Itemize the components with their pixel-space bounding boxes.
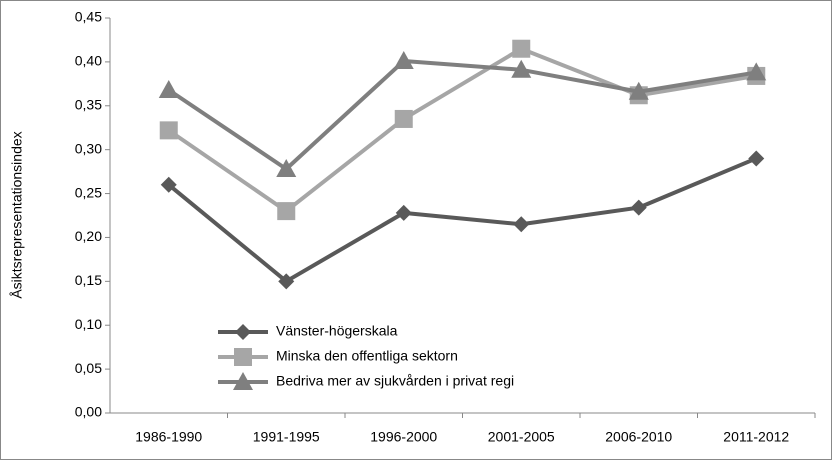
series-line <box>167 59 757 171</box>
y-tick-label: 0,15 <box>75 272 102 288</box>
x-tick-label: 2001-2005 <box>488 429 555 445</box>
legend-label: Bedriva mer av sjukvården i privat regi <box>276 373 514 389</box>
series-marker <box>276 158 297 177</box>
y-tick-label: 0,45 <box>75 9 102 25</box>
legend-marker <box>234 348 252 366</box>
series-marker <box>160 176 177 193</box>
series-marker <box>393 51 414 70</box>
series-marker <box>511 59 532 78</box>
x-tick-label: 2011-2012 <box>723 429 789 445</box>
series-marker <box>513 216 530 233</box>
x-tick-label: 1996-2000 <box>370 429 437 445</box>
series-marker <box>748 150 765 167</box>
y-tick-label: 0,20 <box>75 228 102 244</box>
series-line <box>167 46 757 214</box>
y-tick-label: 0,25 <box>75 184 102 200</box>
y-tick-label: 0,35 <box>75 96 102 112</box>
y-tick-label: 0,05 <box>75 360 102 376</box>
y-tick-label: 0,10 <box>75 316 102 332</box>
series-marker <box>277 202 296 221</box>
series-line <box>167 156 758 284</box>
series-marker <box>630 199 647 216</box>
x-tick-label: 2006-2010 <box>605 429 672 445</box>
series-marker <box>746 62 767 81</box>
legend-label: Minska den offentliga sektorn <box>276 348 458 364</box>
series-marker <box>158 79 179 98</box>
legend-marker <box>235 324 251 340</box>
x-tick-label: 1991-1995 <box>253 429 320 445</box>
y-tick-label: 0,30 <box>75 140 102 156</box>
series-marker <box>628 81 649 100</box>
legend-marker <box>233 372 253 390</box>
y-tick-label: 0,40 <box>75 53 102 69</box>
y-tick-label: 0,00 <box>75 404 102 420</box>
y-axis-label: Åsiktsrepresentationsindex <box>9 131 25 298</box>
series-marker <box>159 121 178 140</box>
series-marker <box>394 109 413 128</box>
x-tick-label: 1986-1990 <box>135 429 202 445</box>
series-marker <box>395 204 412 221</box>
series-marker <box>512 39 531 58</box>
series-marker <box>278 273 295 290</box>
legend-label: Vänster-högerskala <box>276 323 398 339</box>
